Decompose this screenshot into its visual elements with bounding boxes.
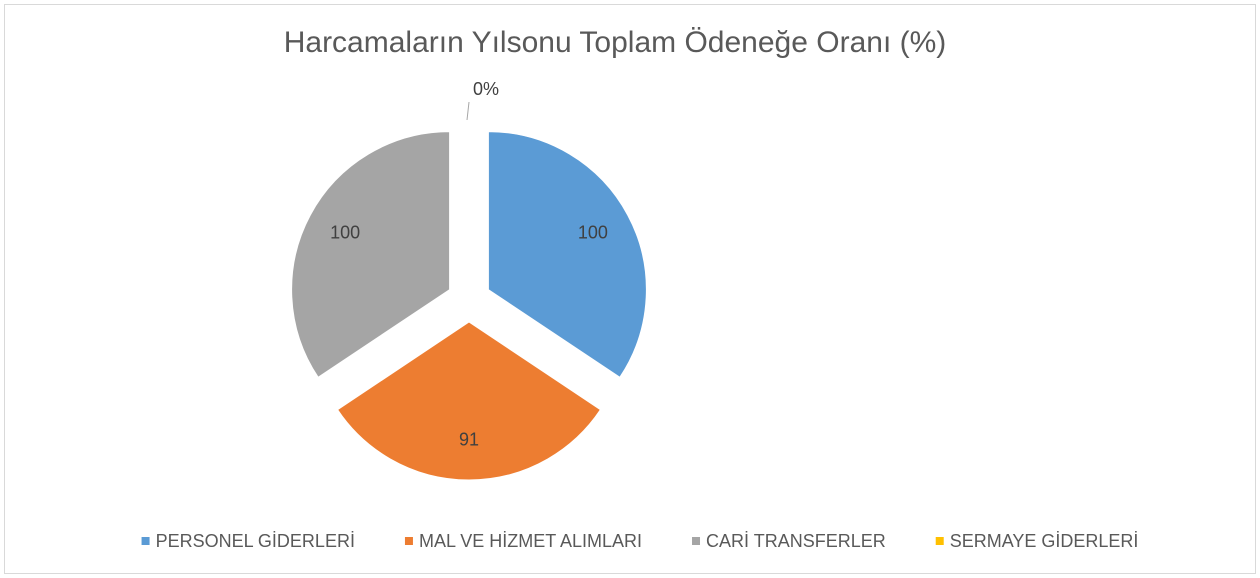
legend-label: SERMAYE GİDERLERİ: [950, 531, 1139, 551]
chart-title: Harcamaların Yılsonu Toplam Ödeneğe Oran…: [284, 26, 947, 59]
pie-slice: [487, 131, 647, 379]
legend-swatch: [935, 537, 944, 545]
data-label: 100: [330, 222, 360, 242]
legend-label: CARİ TRANSFERLER: [706, 531, 886, 551]
legend-swatch: [692, 537, 701, 545]
data-label: 0%: [473, 79, 499, 99]
pie-slice: [291, 131, 451, 379]
data-label: 100: [578, 222, 608, 242]
legend-swatch: [141, 537, 150, 545]
data-label: 91: [459, 429, 479, 449]
legend-label: MAL VE HİZMET ALIMLARI: [419, 531, 642, 551]
leader-line: [466, 101, 470, 121]
legend-swatch: [404, 537, 413, 545]
legend-label: PERSONEL GİDERLERİ: [156, 531, 355, 551]
pie-slice: [336, 321, 602, 481]
